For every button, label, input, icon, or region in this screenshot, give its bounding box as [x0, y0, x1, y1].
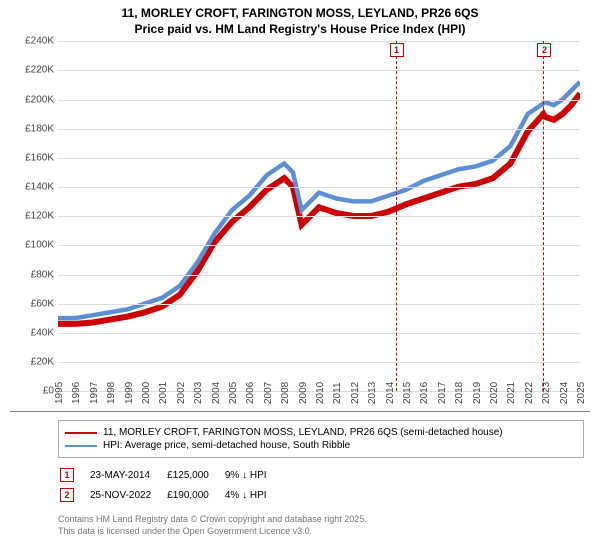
y-axis-label: £20K	[12, 357, 54, 368]
x-axis-label: 2012	[350, 382, 361, 404]
line-swatch	[65, 432, 97, 434]
x-axis-label: 2014	[385, 382, 396, 404]
x-axis-label: 2023	[541, 382, 552, 404]
y-axis-label: £140K	[12, 182, 54, 193]
legend: 11, MORLEY CROFT, FARINGTON MOSS, LEYLAN…	[58, 420, 584, 458]
marker-point	[393, 206, 399, 212]
x-axis-label: 1999	[124, 382, 135, 404]
x-axis-label: 2021	[506, 382, 517, 404]
x-axis-label: 2013	[367, 382, 378, 404]
x-axis-label: 1996	[71, 382, 82, 404]
x-axis-label: 2000	[141, 382, 152, 404]
x-axis-label: 2011	[332, 383, 343, 405]
x-axis-label: 2007	[263, 382, 274, 404]
x-axis-label: 2020	[489, 382, 500, 404]
marker-badge: 2	[60, 488, 74, 502]
x-axis-label: 2008	[280, 382, 291, 404]
x-axis-label: 2016	[419, 382, 430, 404]
marker-row: 1 23-MAY-2014 £125,000 9% ↓ HPI	[60, 466, 281, 484]
x-axis-label: 2002	[176, 382, 187, 404]
y-axis-label: £180K	[12, 123, 54, 134]
x-axis-label: 2022	[524, 382, 535, 404]
x-axis-label: 2019	[472, 382, 483, 404]
y-axis-label: £40K	[12, 327, 54, 338]
x-axis-label: 2009	[298, 382, 309, 404]
legend-item-price-paid: 11, MORLEY CROFT, FARINGTON MOSS, LEYLAN…	[65, 427, 577, 438]
x-axis-label: 1995	[54, 382, 65, 404]
marker-point	[540, 111, 546, 117]
marker-label: 1	[390, 43, 404, 57]
y-axis-label: £160K	[12, 152, 54, 163]
y-axis-label: £100K	[12, 240, 54, 251]
y-axis-label: £240K	[12, 36, 54, 47]
x-axis-label: 2003	[193, 382, 204, 404]
footer: Contains HM Land Registry data © Crown c…	[58, 514, 584, 537]
y-axis-label: £60K	[12, 298, 54, 309]
chart: £0 £20K £40K £60K £80K £100K £120K £140K £160K £1…	[10, 41, 590, 412]
x-axis-label: 2024	[559, 382, 570, 404]
x-axis-label: 2017	[437, 382, 448, 404]
x-axis-label: 2004	[211, 382, 222, 404]
y-axis-label: £220K	[12, 65, 54, 76]
marker-vline	[543, 41, 544, 391]
chart-title: 11, MORLEY CROFT, FARINGTON MOSS, LEYLAN…	[10, 6, 590, 37]
x-axis-label: 2025	[576, 382, 587, 404]
marker-vline	[396, 41, 397, 391]
marker-label: 2	[537, 43, 551, 57]
y-axis-label: £0	[12, 386, 54, 397]
x-axis-label: 1997	[89, 382, 100, 404]
y-axis-label: £80K	[12, 269, 54, 280]
x-axis-label: 2015	[402, 382, 413, 404]
x-axis-label: 2010	[315, 382, 326, 404]
markers-table: 1 23-MAY-2014 £125,000 9% ↓ HPI 2 25-NOV…	[58, 464, 283, 506]
x-axis-label: 2006	[245, 382, 256, 404]
y-axis-label: £120K	[12, 211, 54, 222]
line-swatch	[65, 445, 97, 447]
x-axis-label: 1998	[106, 382, 117, 404]
y-axis-label: £200K	[12, 94, 54, 105]
x-axis-label: 2018	[454, 382, 465, 404]
x-axis-label: 2005	[228, 382, 239, 404]
marker-row: 2 25-NOV-2022 £190,000 4% ↓ HPI	[60, 486, 281, 504]
legend-item-hpi: HPI: Average price, semi-detached house,…	[65, 440, 577, 451]
x-axis-label: 2001	[158, 382, 169, 404]
series-hpi	[58, 82, 580, 318]
marker-badge: 1	[60, 468, 74, 482]
